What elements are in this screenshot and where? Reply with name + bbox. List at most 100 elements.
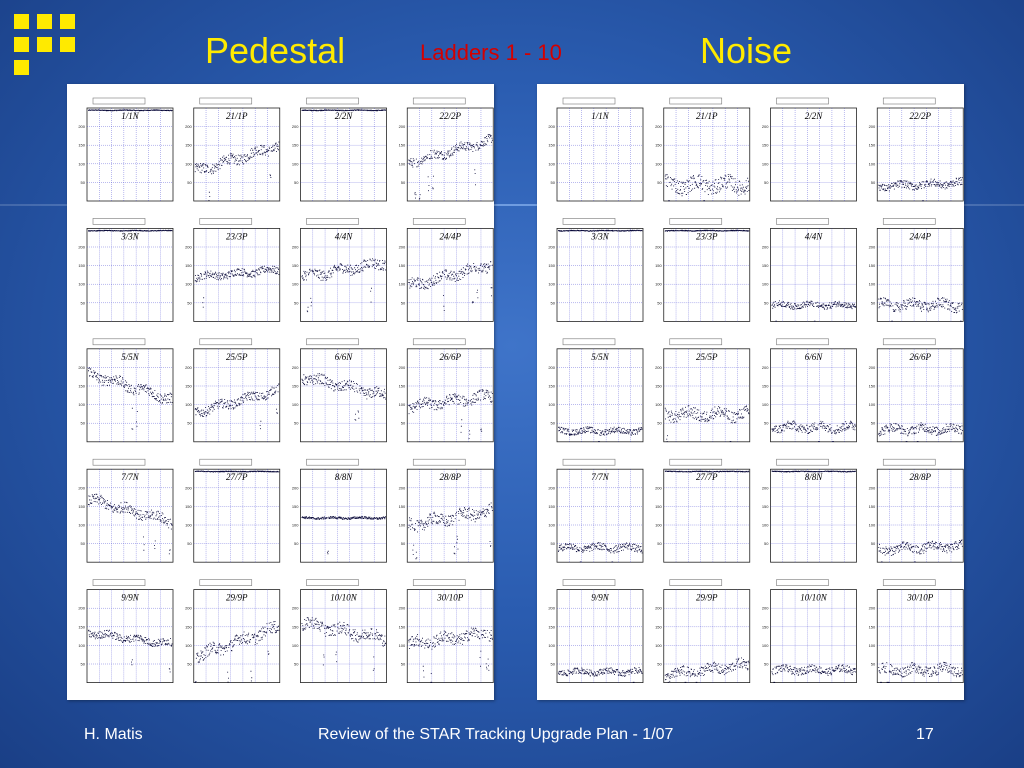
plot-frame: [300, 227, 387, 322]
plot-26-6P: 50 100 150 200 26/6P: [869, 338, 964, 443]
y-tick-label: 50: [871, 421, 876, 426]
plot-title-box: [882, 458, 936, 466]
plot-title-box: [562, 218, 616, 225]
y-tick-label: 100: [655, 523, 662, 528]
plot-title-box: [199, 579, 253, 586]
plot-25-5P: 50 100 150 200 25/5P: [185, 338, 281, 443]
plot-frame: [300, 107, 387, 202]
y-tick-label: 100: [655, 402, 662, 407]
plot-frame: [770, 468, 857, 563]
y-tick-label: 200: [78, 365, 85, 370]
plot-frame: [663, 107, 751, 202]
plot-frame: [876, 107, 964, 202]
plot-title-box: [306, 218, 359, 225]
y-tick-label: 200: [869, 365, 876, 370]
plot-title-box: [882, 97, 936, 105]
y-tick-label: 100: [399, 161, 406, 166]
plot-22-2P: 50 100 150 200 22/2P: [399, 97, 494, 202]
plot-30-10P: 50 100 150 200 30/10P: [399, 579, 494, 684]
plot-title-box: [306, 458, 359, 466]
y-tick-label: 50: [81, 421, 86, 426]
plot-title-box: [776, 97, 829, 105]
y-tick-label: 100: [869, 402, 876, 407]
y-tick-label: 200: [655, 365, 662, 370]
plot-label: 22/2P: [910, 111, 932, 121]
plot-label: 26/6P: [910, 352, 932, 362]
plot-label: 6/6N: [805, 352, 824, 362]
y-tick-label: 100: [185, 161, 192, 166]
plot-29-9P: 50 100 150 200 29/9P: [185, 579, 281, 684]
plot-label: 28/8P: [440, 472, 462, 482]
plot-8-8N: 50 100 150 200 8/8N: [762, 458, 857, 563]
plot-title-box: [669, 338, 723, 346]
y-tick-label: 100: [292, 282, 299, 287]
plot-label: 5/5N: [591, 352, 610, 362]
plot-frame: [300, 468, 387, 563]
y-tick-label: 200: [548, 245, 555, 250]
plot-frame: [663, 348, 751, 443]
plot-10-10N: 50 100 150 200 10/10N: [292, 579, 387, 684]
plot-label: 8/8N: [805, 472, 824, 482]
plot-label: 1/1N: [591, 111, 610, 121]
plot-frame: [770, 348, 857, 443]
y-tick-label: 100: [762, 161, 769, 166]
y-tick-label: 200: [185, 606, 192, 611]
y-tick-label: 50: [81, 180, 86, 185]
y-tick-label: 200: [399, 245, 406, 250]
y-tick-label: 200: [655, 124, 662, 129]
y-tick-label: 100: [762, 282, 769, 287]
y-tick-label: 200: [292, 124, 299, 129]
plot-28-8P: 50 100 150 200 28/8P: [399, 458, 494, 563]
y-tick-label: 100: [655, 643, 662, 648]
plot-frame: [556, 348, 644, 443]
noise-panel: 50 100 150 200 1/1N 50 100 150 200 21/1P 50 100 150 2…: [537, 84, 964, 700]
plot-2-2N: 50 100 150 200 2/2N: [292, 97, 387, 202]
y-tick-label: 50: [657, 300, 662, 305]
plot-title-box: [412, 218, 466, 225]
plot-label: 23/3P: [226, 231, 248, 241]
data-points: [558, 542, 643, 563]
y-tick-label: 100: [548, 402, 555, 407]
y-tick-label: 150: [185, 384, 192, 389]
plot-label: 29/9P: [226, 593, 248, 603]
plot-label: 27/7P: [226, 472, 248, 482]
noise-chart-grid: 50 100 150 200 1/1N 50 100 150 200 21/1P 50 100 150 2…: [548, 97, 964, 684]
y-tick-label: 50: [187, 180, 192, 185]
divider-line: [0, 204, 1024, 206]
y-tick-label: 100: [185, 523, 192, 528]
y-tick-label: 200: [655, 485, 662, 490]
y-tick-label: 150: [869, 263, 876, 268]
data-points: [558, 229, 643, 232]
plot-label: 2/2N: [805, 111, 824, 121]
plot-frame: [86, 107, 174, 202]
plot-label: 2/2N: [335, 111, 354, 121]
plot-6-6N: 50 100 150 200 6/6N: [762, 338, 857, 443]
y-tick-label: 200: [762, 485, 769, 490]
y-tick-label: 200: [548, 485, 555, 490]
plot-label: 9/9N: [591, 593, 610, 603]
y-tick-label: 150: [78, 624, 85, 629]
plot-label: 25/5P: [696, 352, 718, 362]
plot-frame: [556, 107, 644, 202]
y-tick-label: 50: [871, 541, 876, 546]
y-tick-label: 150: [399, 143, 406, 148]
y-tick-label: 150: [762, 384, 769, 389]
plot-label: 23/3P: [696, 231, 718, 241]
y-tick-label: 200: [762, 365, 769, 370]
plot-title-box: [306, 97, 359, 105]
y-tick-label: 100: [185, 643, 192, 648]
plot-29-9P: 50 100 150 200 29/9P: [655, 579, 751, 684]
plot-frame: [876, 348, 964, 443]
plot-title-box: [669, 579, 723, 586]
plot-title-box: [669, 97, 723, 105]
y-tick-label: 50: [551, 300, 556, 305]
plot-frame: [770, 589, 857, 684]
y-tick-label: 50: [294, 541, 299, 546]
y-tick-label: 150: [185, 263, 192, 268]
plot-27-7P: 50 100 150 200 27/7P: [185, 458, 281, 563]
plot-title-box: [562, 97, 616, 105]
y-tick-label: 200: [78, 245, 85, 250]
data-points: [408, 261, 493, 311]
y-tick-label: 150: [548, 384, 555, 389]
footer-title: Review of the STAR Tracking Upgrade Plan…: [318, 726, 674, 743]
